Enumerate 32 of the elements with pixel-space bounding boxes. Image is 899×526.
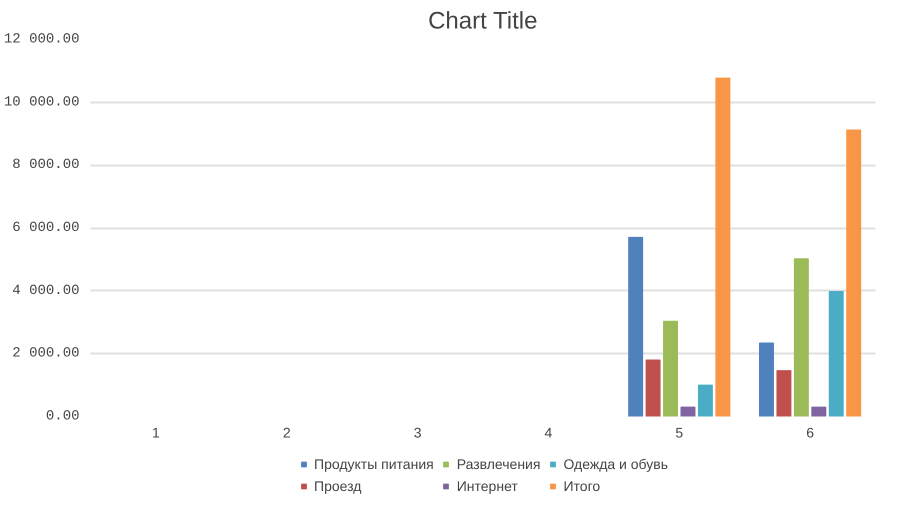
x-tick-label: 6 (806, 424, 814, 440)
bar (680, 406, 696, 416)
bar (776, 370, 792, 416)
legend-label: Одежда и обувь (563, 456, 668, 472)
y-tick-label: 6 000.00 (12, 220, 80, 236)
legend-label: Проезд (314, 478, 362, 494)
bar (828, 290, 844, 416)
bar (794, 258, 809, 416)
y-tick-label: 0.00 (46, 408, 80, 424)
y-tick-label: 4 000.00 (12, 282, 80, 299)
y-tick-label: 12 000.00 (4, 32, 80, 48)
y-tick-label: 8 000.00 (12, 157, 80, 174)
legend-label: Развлечения (456, 456, 540, 472)
legend-label: Интернет (456, 478, 518, 494)
x-tick-label: 3 (414, 424, 422, 440)
bar (646, 359, 661, 416)
bar (628, 236, 644, 416)
x-tick-label: 5 (675, 424, 684, 440)
bar (715, 78, 730, 416)
y-tick-label: 2 000.00 (12, 346, 80, 362)
y-tick-label: 10 000.00 (4, 94, 80, 110)
bar (846, 129, 862, 416)
x-tick-label: 2 (282, 424, 291, 440)
bar (758, 342, 774, 416)
bar (811, 406, 826, 416)
x-tick-label: 4 (544, 424, 553, 440)
legend-label: Продукты питания (314, 456, 434, 472)
x-tick-label: 1 (152, 424, 160, 440)
bar (698, 384, 713, 416)
legend-label: Итого (563, 478, 600, 494)
chart-title: Chart Title (428, 8, 538, 34)
bar (663, 320, 678, 416)
